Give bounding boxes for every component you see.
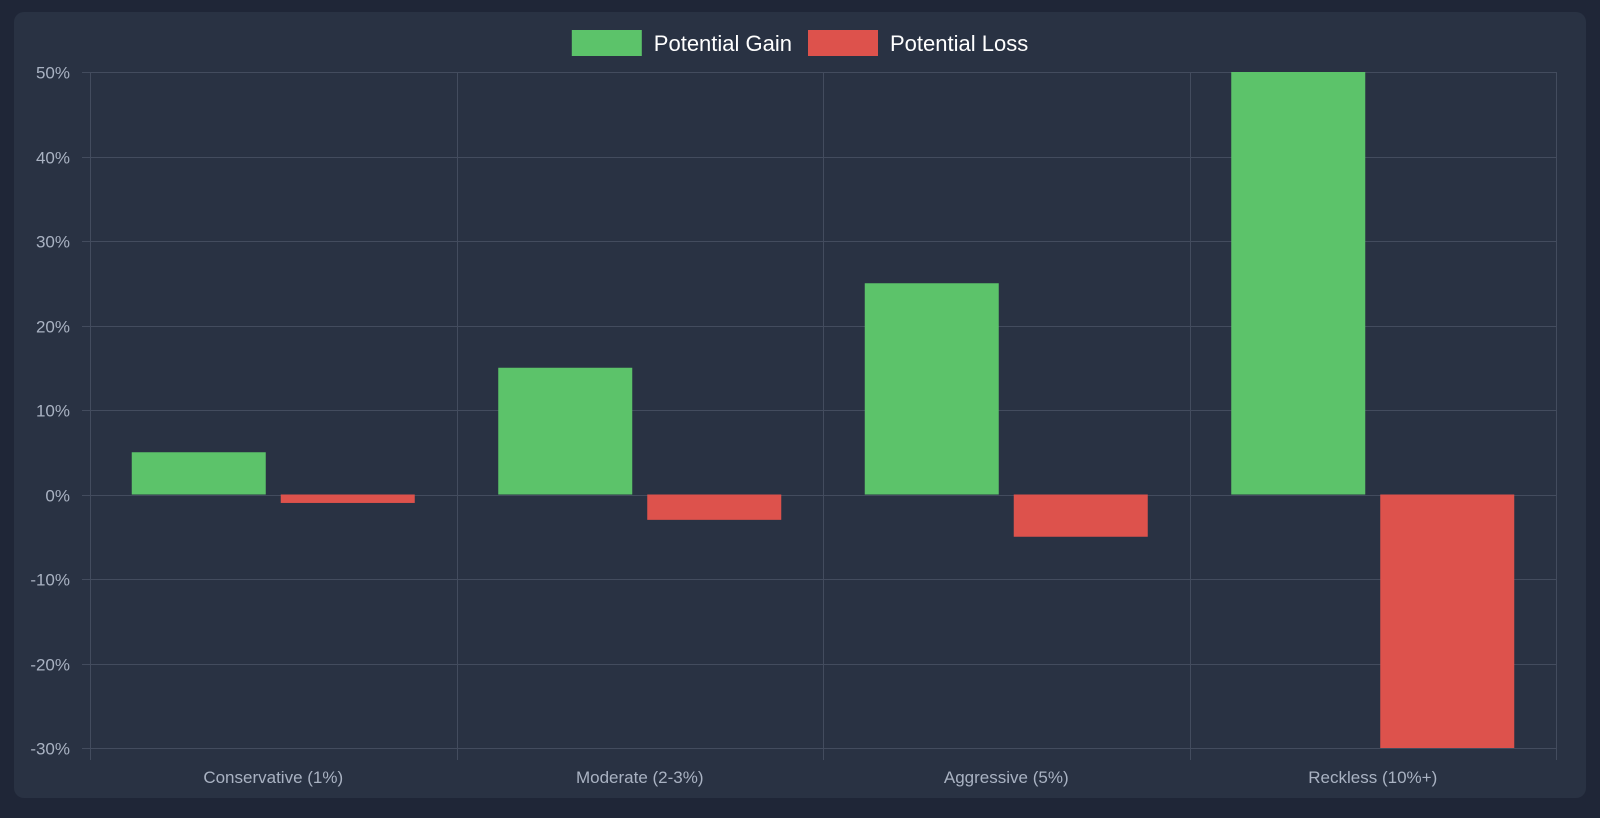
gain-bar[interactable] (1231, 72, 1366, 495)
legend-swatch-gain[interactable] (571, 30, 642, 56)
y-tick-label: 50% (36, 64, 70, 83)
legend: Potential Gain Potential Loss (571, 30, 1028, 56)
y-tick-label: 20% (36, 318, 70, 337)
loss-bar[interactable] (1380, 494, 1515, 749)
x-tick-label: Moderate (2-3%) (576, 768, 704, 787)
y-tick-label: 30% (36, 233, 70, 252)
y-tick-label: 0% (45, 487, 70, 506)
x-axis-labels: Conservative (1%) Moderate (2-3%) Aggressi… (203, 768, 1437, 787)
y-tick-label: -20% (30, 656, 70, 675)
y-tick-label: -30% (30, 740, 70, 759)
loss-bar[interactable] (1013, 494, 1148, 537)
loss-bar[interactable] (280, 494, 415, 503)
x-tick-label: Conservative (1%) (203, 768, 343, 787)
y-axis-labels: 50% 40% 30% 20% 10% 0% -10% -20% -30% (30, 64, 70, 759)
legend-label-gain[interactable]: Potential Gain (654, 31, 792, 56)
grid-lines (82, 72, 1557, 760)
bars (131, 72, 1515, 749)
gain-bar[interactable] (131, 452, 266, 495)
loss-bar[interactable] (647, 494, 782, 520)
y-tick-label: 40% (36, 149, 70, 168)
gain-bar[interactable] (498, 367, 633, 495)
gain-bar[interactable] (864, 283, 999, 495)
y-tick-label: -10% (30, 571, 70, 590)
legend-label-loss[interactable]: Potential Loss (890, 31, 1028, 56)
legend-swatch-loss[interactable] (808, 30, 878, 56)
x-tick-label: Reckless (10%+) (1308, 768, 1437, 787)
x-tick-label: Aggressive (5%) (944, 768, 1069, 787)
y-tick-label: 10% (36, 402, 70, 421)
